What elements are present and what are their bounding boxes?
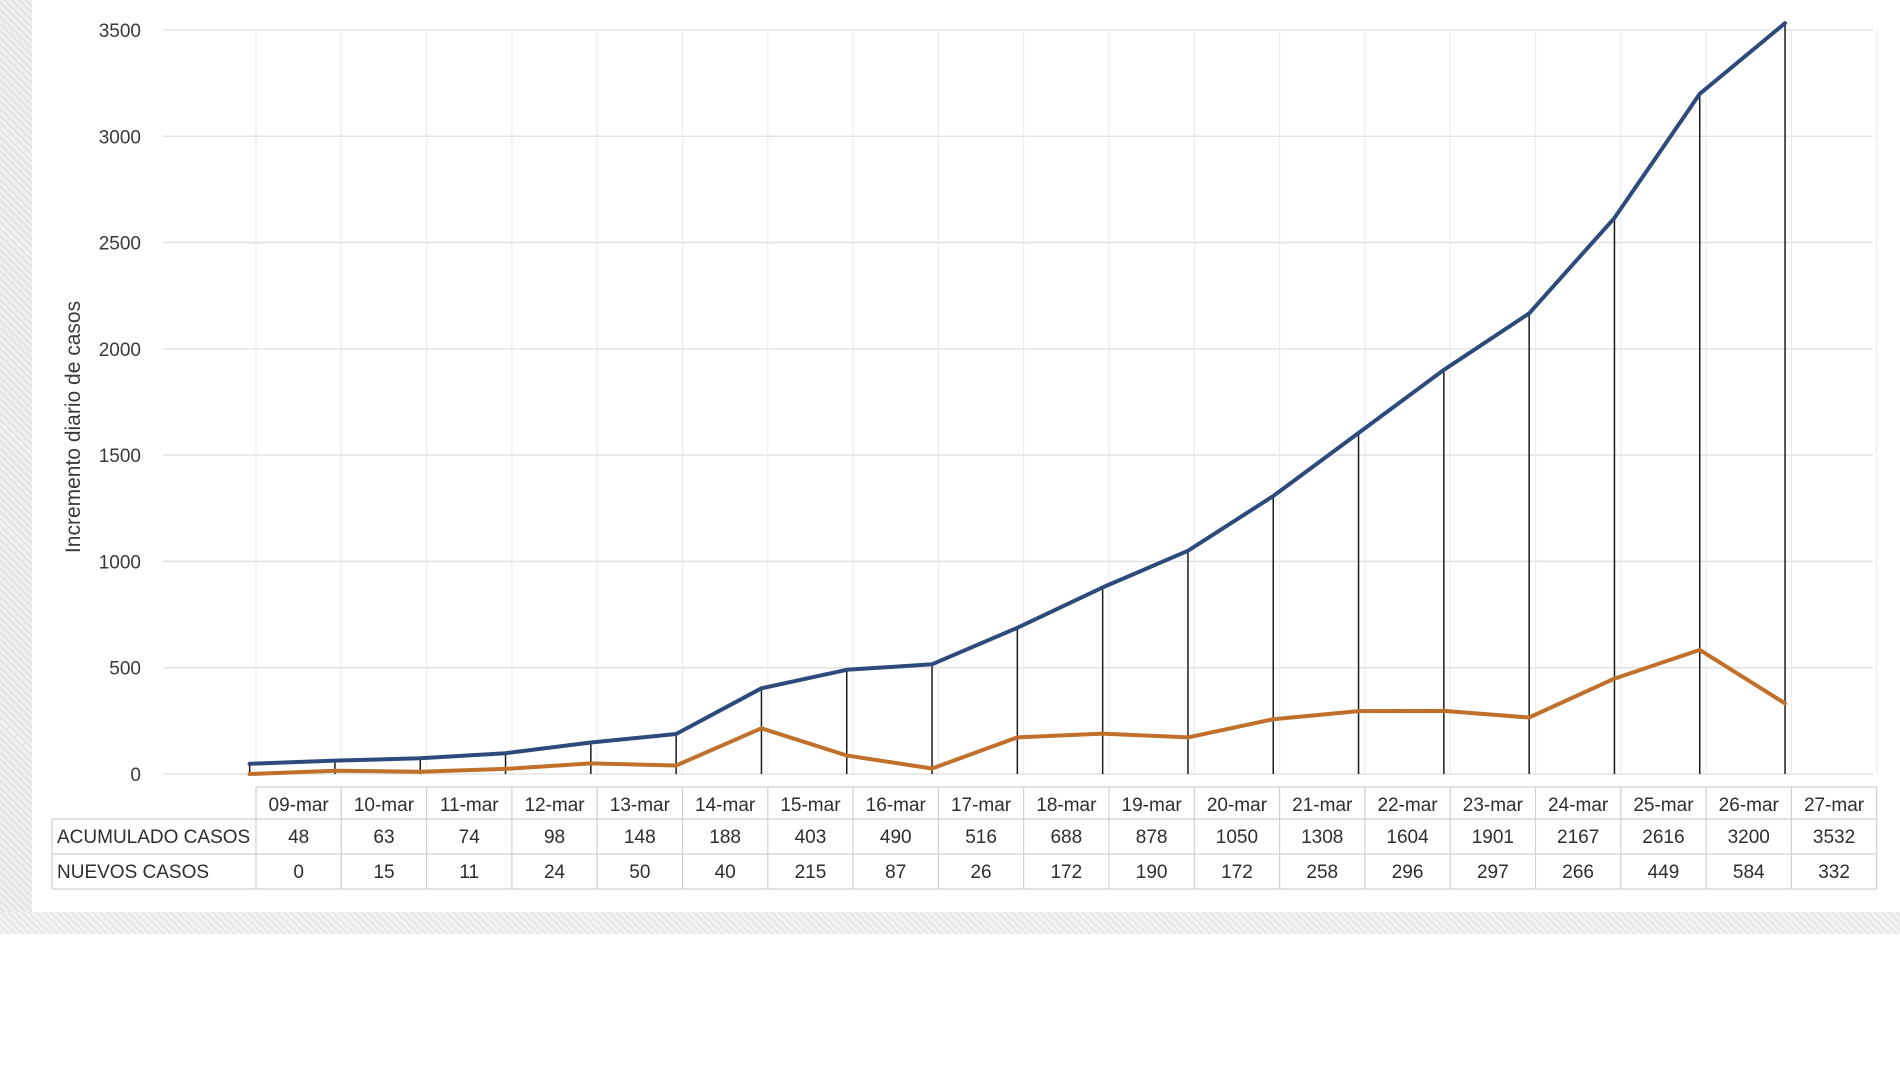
y-tick-label-0: 0	[130, 765, 141, 786]
x-tick-label-12: 21-mar	[1292, 795, 1353, 816]
x-tick-label-14: 23-mar	[1463, 795, 1524, 816]
table-row-name-1: NUEVOS CASOS	[57, 862, 209, 883]
data-label-s0-15: 2167	[1557, 827, 1599, 848]
x-tick-label-9: 18-mar	[1036, 795, 1097, 816]
x-tick-label-13: 22-mar	[1377, 795, 1438, 816]
data-label-s0-3: 98	[544, 827, 565, 848]
data-label-s0-4: 148	[624, 827, 656, 848]
x-tick-label-7: 16-mar	[866, 795, 927, 816]
data-label-s1-9: 172	[1050, 862, 1082, 883]
x-tick-label-5: 14-mar	[695, 795, 756, 816]
data-label-s1-11: 172	[1221, 862, 1253, 883]
x-tick-label-4: 13-mar	[610, 795, 671, 816]
y-tick-label-4: 2000	[99, 340, 141, 361]
y-tick-label-5: 2500	[99, 234, 141, 255]
data-label-s1-7: 87	[885, 862, 906, 883]
x-tick-label-18: 27-mar	[1804, 795, 1865, 816]
series-line-1	[247, 647, 1787, 776]
data-label-s0-2: 74	[459, 827, 481, 848]
data-label-s0-0: 48	[288, 827, 309, 848]
data-label-s1-18: 332	[1818, 862, 1850, 883]
table-row-name-0: ACUMULADO CASOS	[57, 827, 250, 848]
y-axis-label: Incremento diario de casos	[62, 301, 85, 553]
x-tick-label-17: 26-mar	[1719, 795, 1780, 816]
x-tick-label-11: 20-mar	[1207, 795, 1268, 816]
y-tick-label-1: 500	[109, 659, 141, 680]
data-label-s0-8: 516	[965, 827, 997, 848]
y-tick-label-2: 1000	[99, 552, 141, 573]
hatched-border-left	[0, 0, 32, 930]
data-label-s0-13: 1604	[1386, 827, 1429, 848]
data-label-s1-8: 26	[970, 862, 991, 883]
data-label-s0-1: 63	[373, 827, 394, 848]
hatched-border-bottom	[0, 912, 1900, 934]
data-label-s1-0: 0	[293, 862, 304, 883]
data-label-s0-16: 2616	[1642, 827, 1684, 848]
series-lines	[247, 21, 1787, 776]
data-label-s1-14: 297	[1477, 862, 1509, 883]
data-label-s1-12: 258	[1306, 862, 1338, 883]
data-label-s1-15: 266	[1562, 862, 1594, 883]
data-label-s1-13: 296	[1392, 862, 1424, 883]
x-tick-label-6: 15-mar	[780, 795, 841, 816]
series-line-0	[247, 21, 1787, 766]
data-label-s0-17: 3200	[1728, 827, 1770, 848]
data-label-s0-9: 688	[1050, 827, 1082, 848]
data-label-s1-16: 449	[1648, 862, 1680, 883]
data-label-s1-17: 584	[1733, 862, 1765, 883]
y-tick-label-6: 3000	[99, 127, 141, 148]
x-tick-label-2: 11-mar	[440, 795, 499, 816]
data-table: 09-mar 10-mar 11-mar 12-mar 13-mar 14-mar 15-m…	[51, 786, 1878, 890]
x-tick-label-8: 17-mar	[951, 795, 1012, 816]
x-tick-label-0: 09-mar	[269, 795, 330, 816]
y-tick-label-7: 3500	[99, 21, 141, 42]
horizontal-gridlines	[163, 29, 1873, 775]
data-label-s1-4: 50	[629, 862, 650, 883]
data-label-s0-18: 3532	[1813, 827, 1855, 848]
data-label-s1-10: 190	[1136, 862, 1168, 883]
high-low-lines	[248, 23, 1786, 774]
x-tick-label-16: 25-mar	[1633, 795, 1694, 816]
data-label-s0-5: 188	[709, 827, 741, 848]
vertical-gridlines	[255, 30, 1878, 774]
data-label-s0-12: 1308	[1301, 827, 1343, 848]
data-label-s1-2: 11	[459, 862, 479, 883]
x-tick-label-3: 12-mar	[524, 795, 585, 816]
x-tick-label-15: 24-mar	[1548, 795, 1609, 816]
y-tick-label-3: 1500	[99, 446, 141, 467]
x-tick-label-10: 19-mar	[1122, 795, 1183, 816]
data-label-s1-1: 15	[373, 862, 394, 883]
data-label-s0-14: 1901	[1472, 827, 1514, 848]
data-label-s0-11: 1050	[1216, 827, 1258, 848]
data-label-s1-6: 215	[795, 862, 827, 883]
y-axis-tick-labels: 0 500 1000 1500 2000 2500 3000 3500	[99, 21, 141, 786]
data-label-s1-5: 40	[715, 862, 736, 883]
data-label-s0-7: 490	[880, 827, 912, 848]
data-label-s0-10: 878	[1136, 827, 1168, 848]
data-label-s0-6: 403	[795, 827, 827, 848]
data-label-s1-3: 24	[544, 862, 566, 883]
x-tick-label-1: 10-mar	[354, 795, 415, 816]
